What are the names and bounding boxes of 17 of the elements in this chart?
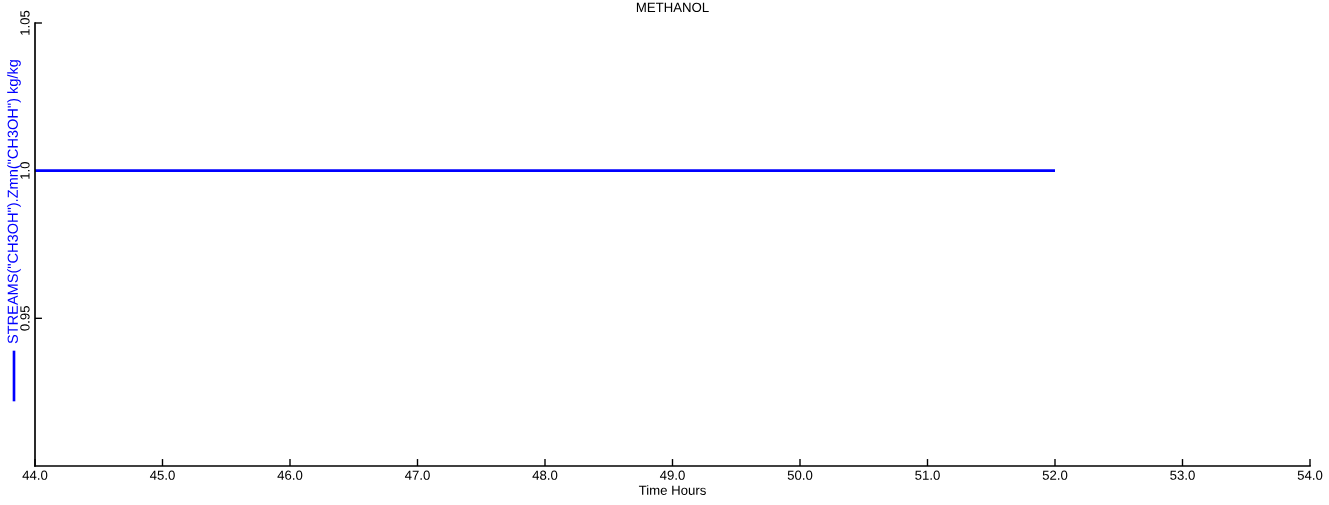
y-tick-label: 1.05 — [20, 10, 30, 35]
x-tick-label: 53.0 — [1170, 470, 1195, 480]
x-tick-label: 52.0 — [1042, 470, 1068, 480]
text: STREAMS("CH3OH").Zmn("CH3OH") kg/kg — [7, 60, 21, 344]
x-tick-label: 48.0 — [532, 470, 558, 480]
x-tick-label: 45.0 — [149, 470, 175, 480]
x-tick-label: 50.0 — [787, 470, 813, 480]
x-tick-label: 44.0 — [22, 470, 48, 480]
y-tick-label: 1.0 — [20, 162, 30, 179]
y-tick-label: 0.95 — [20, 306, 30, 331]
x-tick-label: 46.0 — [277, 470, 303, 480]
x-axis-title: Time Hours — [638, 485, 706, 495]
x-tick-label: 54.0 — [1297, 470, 1323, 480]
chart-title: METHANOL — [636, 2, 709, 13]
x-tick-label: 47.0 — [404, 470, 430, 480]
x-tick-label: 51.0 — [915, 470, 940, 480]
x-tick-label: 49.0 — [659, 470, 685, 480]
